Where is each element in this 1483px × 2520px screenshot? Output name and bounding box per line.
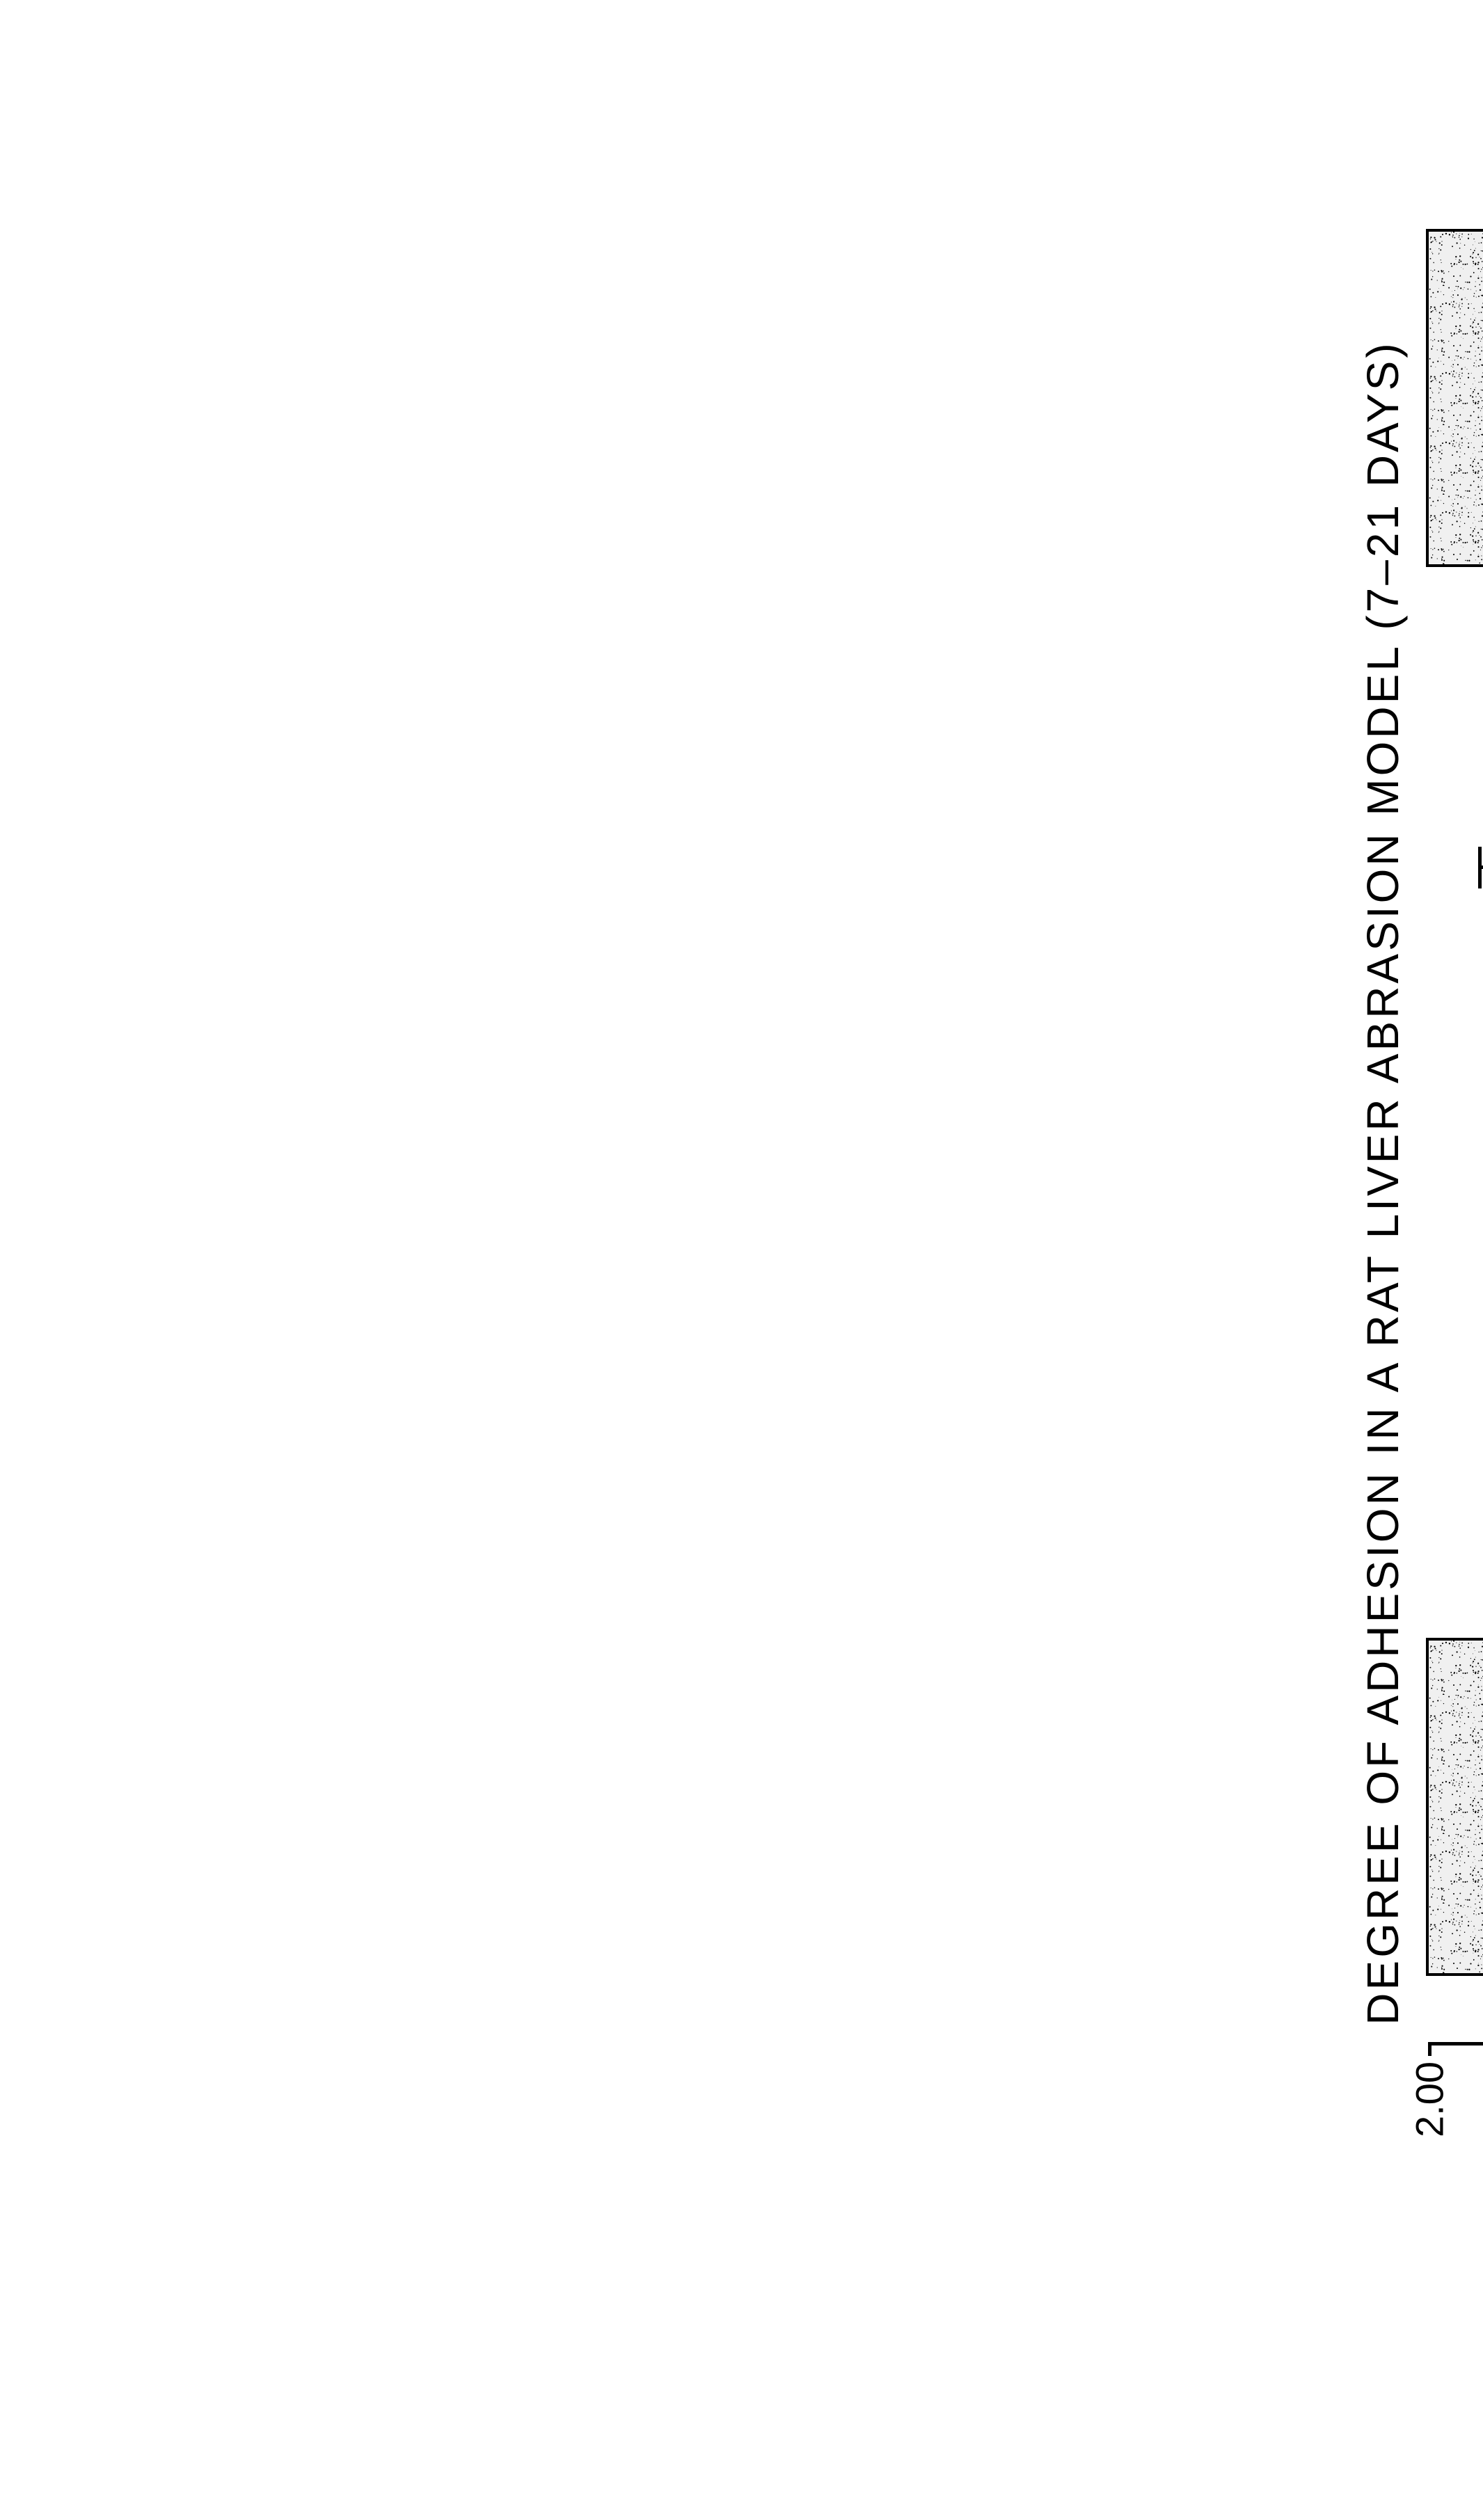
plot-region: 0.000.501.001.502.00SURGICELINTERCEED+SH… <box>1429 167 1483 2045</box>
y-tick-label: 2.00 <box>1407 2062 1452 2137</box>
bar <box>1426 1638 1483 1977</box>
y-tick <box>1428 2042 1432 2056</box>
bar <box>1426 230 1483 568</box>
chart-title: DEGREE OF ADHESION IN A RAT LIVER ABRASI… <box>1357 70 1409 2296</box>
error-bar-cap <box>1478 847 1482 889</box>
chart-area: ADHESION SCORE 0.000.501.001.502.00SURGI… <box>1429 139 1483 2226</box>
